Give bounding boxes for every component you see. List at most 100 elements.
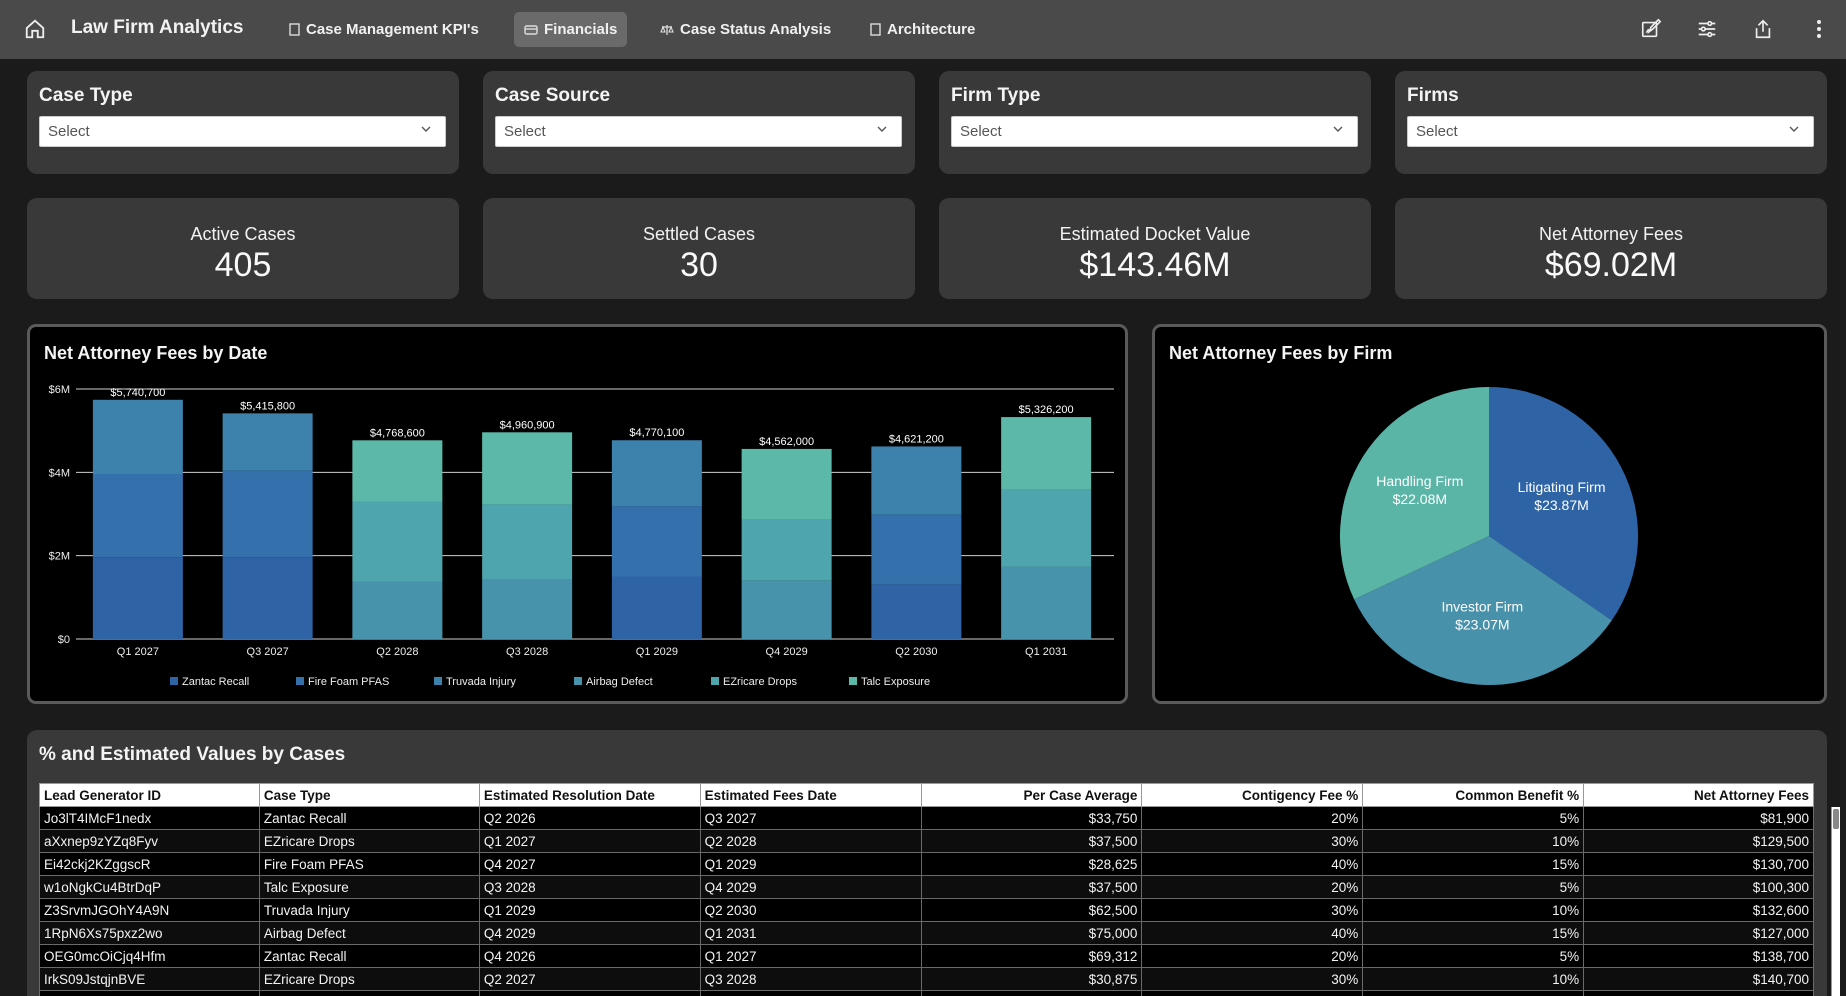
table-row[interactable]: aXxnep9zYZq8Fyv EZricare Drops Q1 2027 Q2 2… bbox=[39, 829, 1814, 853]
legend-item[interactable]: Airbag Defect bbox=[574, 676, 653, 688]
column-header[interactable]: Net Attorney Fees bbox=[1583, 783, 1814, 807]
bar-segment[interactable] bbox=[222, 557, 313, 639]
legend-item[interactable]: EZricare Drops bbox=[711, 676, 797, 688]
kpi-card-active-cases: Active Cases 405 bbox=[27, 198, 459, 299]
slice-label: Litigating Firm bbox=[1518, 479, 1606, 495]
table-row[interactable]: OEG0mcOiCjq4Hfm Zantac Recall Q4 2026 Q1 20… bbox=[39, 944, 1814, 968]
legend-item[interactable]: Zantac Recall bbox=[170, 676, 249, 688]
bar-segment[interactable] bbox=[222, 413, 313, 471]
column-header[interactable]: Estimated Fees Date bbox=[699, 783, 922, 807]
table-scrollbar[interactable] bbox=[1831, 807, 1840, 996]
tab-architecture[interactable]: Architecture bbox=[860, 12, 985, 47]
table-cell: 10% bbox=[1362, 898, 1585, 922]
bar-segment[interactable] bbox=[611, 506, 702, 577]
table-row[interactable]: Jo3lT4IMcF1nedx Zantac Recall Q2 2026 Q3 20… bbox=[39, 806, 1814, 830]
table-row[interactable]: Ei42ckj2KZggscR Fire Foam PFAS Q4 2027 Q1 2… bbox=[39, 852, 1814, 876]
table-row[interactable]: w1oNgkCu4BtrDqP Talc Exposure Q3 2028 Q4 20… bbox=[39, 875, 1814, 899]
table-title: % and Estimated Values by Cases bbox=[39, 744, 346, 765]
bar-segment[interactable] bbox=[352, 581, 443, 640]
table-cell: 20% bbox=[1141, 875, 1364, 899]
firm-type-select[interactable]: Select bbox=[951, 116, 1358, 147]
select-placeholder: Select bbox=[48, 123, 90, 140]
legend-label: Zantac Recall bbox=[182, 676, 249, 688]
legend-item[interactable]: Talc Exposure bbox=[849, 676, 930, 688]
table-cell: Q3 2028 bbox=[699, 967, 922, 991]
chevron-down-icon bbox=[421, 126, 431, 132]
table-cell: $130,700 bbox=[1583, 852, 1814, 876]
bar-segment[interactable] bbox=[741, 448, 832, 519]
column-header[interactable]: Estimated Resolution Date bbox=[478, 783, 701, 807]
case-source-select[interactable]: Select bbox=[495, 116, 902, 147]
cases-table: Lead Generator ID Case Type Estimated Reso… bbox=[39, 783, 1814, 996]
legend-item[interactable]: Fire Foam PFAS bbox=[296, 676, 389, 688]
table-row[interactable] bbox=[39, 990, 1814, 996]
table-row[interactable]: IrkS09JstqjnBVE EZricare Drops Q2 2027 Q3 2… bbox=[39, 967, 1814, 991]
table-cell: 30% bbox=[1141, 967, 1364, 991]
column-header[interactable]: Per Case Average bbox=[920, 783, 1143, 807]
more-options-icon[interactable] bbox=[1805, 15, 1833, 43]
table-cell: Q1 2027 bbox=[699, 944, 922, 968]
table-cell bbox=[258, 990, 480, 996]
table-cell bbox=[920, 990, 1143, 996]
bar-segment[interactable] bbox=[1001, 566, 1092, 639]
tab-financials[interactable]: Financials bbox=[514, 12, 628, 47]
document-icon bbox=[870, 23, 881, 36]
legend-item[interactable]: Truvada Injury bbox=[434, 676, 516, 688]
home-icon[interactable] bbox=[22, 16, 48, 42]
bar-segment[interactable] bbox=[611, 440, 702, 507]
bar-segment[interactable] bbox=[352, 501, 443, 582]
bar-segment[interactable] bbox=[482, 432, 573, 505]
bar-segment[interactable] bbox=[1001, 489, 1092, 567]
slice-value: $23.87M bbox=[1534, 497, 1588, 513]
table-cell: Q2 2027 bbox=[478, 967, 701, 991]
table-cell: Q4 2027 bbox=[478, 852, 701, 876]
bar-segment[interactable] bbox=[92, 557, 183, 639]
column-header[interactable]: Case Type bbox=[258, 783, 480, 807]
tab-case-status-analysis[interactable]: Case Status Analysis bbox=[650, 12, 841, 47]
case-type-select[interactable]: Select bbox=[39, 116, 446, 147]
table-row[interactable]: Z3SrvmJGOhY4A9N Truvada Injury Q1 2029 Q2 2… bbox=[39, 898, 1814, 922]
bar-segment[interactable] bbox=[871, 584, 962, 639]
table-cell: Q2 2026 bbox=[478, 806, 701, 830]
y-tick-label: $0 bbox=[58, 634, 70, 646]
tab-label: Case Status Analysis bbox=[680, 21, 832, 38]
pie-slice[interactable] bbox=[1354, 536, 1612, 685]
bar-segment[interactable] bbox=[482, 504, 573, 579]
bar-segment[interactable] bbox=[222, 470, 313, 558]
table-cell bbox=[39, 990, 260, 996]
bar-segment[interactable] bbox=[482, 579, 573, 639]
tab-label: Architecture bbox=[887, 21, 976, 38]
tab-label: Case Management KPI's bbox=[306, 21, 479, 38]
filter-card-case-type: Case Type Select bbox=[27, 71, 459, 174]
bar-segment[interactable] bbox=[741, 519, 832, 581]
bar-segment[interactable] bbox=[92, 474, 183, 558]
pie-slice[interactable] bbox=[1489, 387, 1638, 621]
column-header[interactable]: Common Benefit % bbox=[1362, 783, 1585, 807]
scrollbar-thumb[interactable] bbox=[1833, 809, 1839, 829]
tab-case-management-kpis[interactable]: Case Management KPI's bbox=[279, 12, 489, 47]
table-cell: Q1 2029 bbox=[478, 898, 701, 922]
bar-segment[interactable] bbox=[871, 514, 962, 585]
bar-segment[interactable] bbox=[92, 399, 183, 474]
column-header[interactable]: Lead Generator ID bbox=[39, 783, 260, 807]
firms-select[interactable]: Select bbox=[1407, 116, 1814, 147]
bar-segment[interactable] bbox=[352, 440, 443, 502]
column-header[interactable]: Contigency Fee % bbox=[1141, 783, 1364, 807]
table-row[interactable]: 1RpN6Xs75pxz2wo Airbag Defect Q4 2029 Q1 20… bbox=[39, 921, 1814, 945]
bar-segment[interactable] bbox=[871, 446, 962, 515]
bar-segment[interactable] bbox=[1001, 417, 1092, 489]
table-cell: $28,625 bbox=[920, 852, 1143, 876]
share-icon[interactable] bbox=[1749, 15, 1777, 43]
table-cell: Truvada Injury bbox=[258, 898, 480, 922]
pie-slice[interactable] bbox=[1340, 387, 1489, 600]
kpi-card-settled-cases: Settled Cases 30 bbox=[483, 198, 915, 299]
fees-by-date-panel: Net Attorney Fees by Date $0 $2M $4M $6M $5,… bbox=[27, 324, 1128, 704]
x-tick-label: Q4 2029 bbox=[766, 646, 808, 658]
select-placeholder: Select bbox=[1416, 123, 1458, 140]
edit-icon[interactable] bbox=[1637, 15, 1665, 43]
bar-segment[interactable] bbox=[741, 580, 832, 639]
x-tick-label: Q1 2029 bbox=[636, 646, 678, 658]
sliders-icon[interactable] bbox=[1693, 15, 1721, 43]
bar-segment[interactable] bbox=[611, 576, 702, 640]
table-cell: $37,500 bbox=[920, 829, 1143, 853]
